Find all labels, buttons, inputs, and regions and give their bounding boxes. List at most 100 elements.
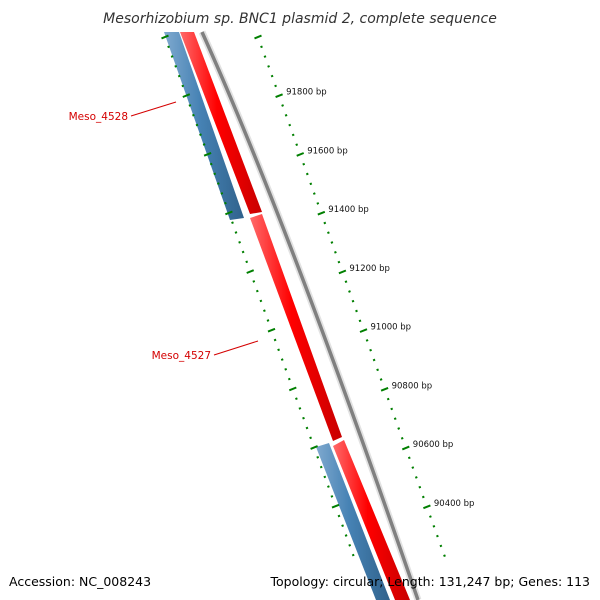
minor-tick	[295, 397, 298, 401]
minor-tick	[393, 417, 397, 421]
minor-tick	[170, 55, 174, 58]
minor-tick	[323, 475, 327, 479]
major-tick	[254, 34, 262, 40]
major-tick	[288, 386, 297, 392]
minor-tick	[330, 495, 334, 498]
outer-tick-track	[254, 34, 446, 558]
minor-tick	[167, 45, 170, 49]
minor-tick	[280, 358, 284, 361]
minor-tick	[414, 476, 418, 479]
gene-forward-lower[interactable]	[333, 440, 410, 600]
inner-tick-track	[161, 34, 355, 557]
minor-tick	[341, 524, 344, 528]
minor-tick	[411, 466, 415, 469]
minor-tick	[327, 485, 330, 488]
tick-label: 90600 bp	[413, 440, 454, 450]
gene-meso-4527-arrow[interactable]	[250, 214, 342, 441]
major-tick	[380, 386, 389, 392]
minor-tick	[309, 436, 312, 440]
minor-tick	[351, 553, 355, 557]
minor-tick	[365, 339, 369, 342]
minor-tick	[273, 338, 277, 342]
minor-tick	[287, 377, 291, 381]
minor-tick	[432, 524, 436, 528]
minor-tick	[252, 280, 256, 283]
minor-tick	[224, 201, 227, 205]
major-tick	[296, 152, 305, 157]
minor-tick	[181, 84, 185, 88]
minor-tick	[260, 45, 263, 49]
major-tick	[246, 269, 255, 274]
minor-tick	[379, 378, 383, 381]
minor-tick	[199, 133, 202, 137]
minor-tick	[238, 240, 241, 244]
major-tick	[161, 34, 169, 40]
minor-tick	[334, 250, 337, 254]
reverse-strand	[164, 32, 390, 600]
minor-tick	[195, 123, 199, 127]
backbone-shadow	[198, 30, 422, 600]
minor-tick	[372, 358, 376, 362]
minor-tick	[344, 280, 348, 284]
minor-tick	[298, 407, 302, 410]
minor-tick	[351, 299, 355, 303]
minor-tick	[284, 113, 288, 117]
minor-tick	[358, 319, 362, 323]
minor-tick	[220, 192, 224, 195]
gene-label-leader	[130, 101, 177, 117]
minor-tick	[348, 290, 351, 293]
minor-tick	[386, 397, 390, 401]
gene-label-text: Meso_4528	[69, 111, 128, 123]
minor-tick	[231, 221, 234, 225]
minor-tick	[376, 368, 379, 372]
minor-tick	[436, 534, 439, 538]
minor-tick	[174, 64, 178, 68]
minor-tick	[397, 427, 401, 430]
minor-tick	[369, 348, 372, 352]
minor-tick	[439, 544, 443, 548]
gene-reverse-lower[interactable]	[316, 443, 390, 600]
minor-tick	[305, 172, 309, 176]
major-tick	[203, 151, 212, 157]
minor-tick	[277, 348, 280, 352]
tick-label: 91400 bp	[328, 205, 369, 215]
minor-tick	[259, 299, 263, 303]
major-tick	[401, 445, 410, 451]
backbone-line	[200, 31, 420, 600]
minor-tick	[348, 543, 352, 547]
tick-label: 91600 bp	[307, 146, 348, 156]
minor-tick	[309, 182, 313, 186]
minor-tick	[255, 289, 259, 293]
minor-tick	[302, 416, 305, 420]
minor-tick	[274, 84, 277, 88]
minor-tick	[330, 241, 334, 244]
gene-forward-upper[interactable]	[180, 32, 262, 214]
minor-tick	[319, 465, 323, 469]
gene-label-meso-4528[interactable]: Meso_4528	[69, 101, 177, 123]
map-title: Mesorhizobium sp. BNC1 plasmid 2, comple…	[103, 11, 497, 27]
major-tick	[359, 328, 368, 333]
minor-tick	[188, 104, 192, 107]
minor-tick	[316, 455, 320, 459]
minor-tick	[295, 143, 299, 147]
major-tick	[338, 269, 347, 275]
major-tick	[267, 327, 276, 333]
accession-text: Accession: NC_008243	[9, 574, 151, 589]
major-tick	[182, 93, 191, 98]
minor-tick	[216, 182, 220, 185]
gene-label-meso-4527[interactable]: Meso_4527	[152, 340, 259, 362]
minor-tick	[323, 221, 327, 225]
backbone	[198, 30, 422, 600]
minor-tick	[407, 456, 411, 460]
minor-tick	[418, 485, 422, 489]
tick-label: 91800 bp	[286, 88, 327, 98]
major-tick	[310, 445, 318, 450]
minor-tick	[302, 162, 306, 166]
minor-tick	[305, 426, 309, 430]
minor-tick	[337, 514, 341, 518]
minor-tick	[443, 554, 446, 558]
minor-tick	[284, 367, 288, 371]
minor-tick	[202, 143, 206, 146]
gene-meso-4528-box[interactable]	[164, 32, 244, 220]
